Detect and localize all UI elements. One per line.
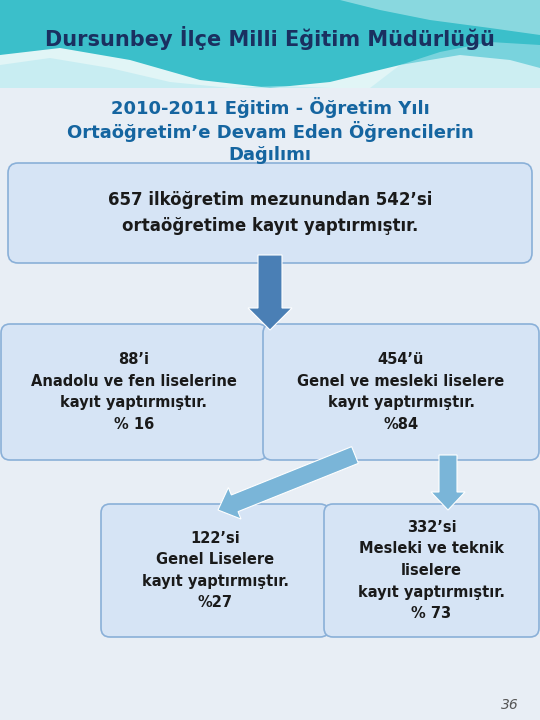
FancyBboxPatch shape (1, 324, 267, 460)
Polygon shape (0, 48, 540, 88)
Text: 657 ilköğretim mezunundan 542’si
ortaöğretime kayıt yaptırmıştır.: 657 ilköğretim mezunundan 542’si ortaöğr… (108, 191, 432, 235)
Text: 36: 36 (501, 698, 519, 712)
FancyBboxPatch shape (8, 163, 532, 263)
Polygon shape (248, 255, 292, 330)
Text: 122’si
Genel Liselere
kayıt yaptırmıştır.
%27: 122’si Genel Liselere kayıt yaptırmıştır… (141, 531, 288, 611)
FancyBboxPatch shape (0, 0, 540, 88)
Polygon shape (370, 42, 540, 88)
Text: 332’si
Mesleki ve teknik
liselere
kayıt yaptırmıştır.
% 73: 332’si Mesleki ve teknik liselere kayıt … (358, 520, 505, 621)
Text: 88’i
Anadolu ve fen liselerine
kayıt yaptırmıştır.
% 16: 88’i Anadolu ve fen liselerine kayıt yap… (31, 352, 237, 432)
Polygon shape (431, 455, 465, 510)
FancyBboxPatch shape (324, 504, 539, 637)
Text: Ortaöğretim’e Devam Eden Öğrencilerin: Ortaöğretim’e Devam Eden Öğrencilerin (66, 122, 474, 143)
Text: 454’ü
Genel ve mesleki liselere
kayıt yaptırmıştır.
%84: 454’ü Genel ve mesleki liselere kayıt ya… (298, 352, 504, 432)
Text: Dağılımı: Dağılımı (228, 146, 312, 164)
FancyBboxPatch shape (101, 504, 329, 637)
FancyBboxPatch shape (263, 324, 539, 460)
Polygon shape (340, 0, 540, 35)
Polygon shape (218, 446, 359, 519)
Text: Dursunbey İlçe Milli Eğitim Müdürlüğü: Dursunbey İlçe Milli Eğitim Müdürlüğü (45, 26, 495, 50)
Polygon shape (0, 58, 330, 88)
Text: 2010-2011 Eğitim - Öğretim Yılı: 2010-2011 Eğitim - Öğretim Yılı (111, 97, 429, 119)
